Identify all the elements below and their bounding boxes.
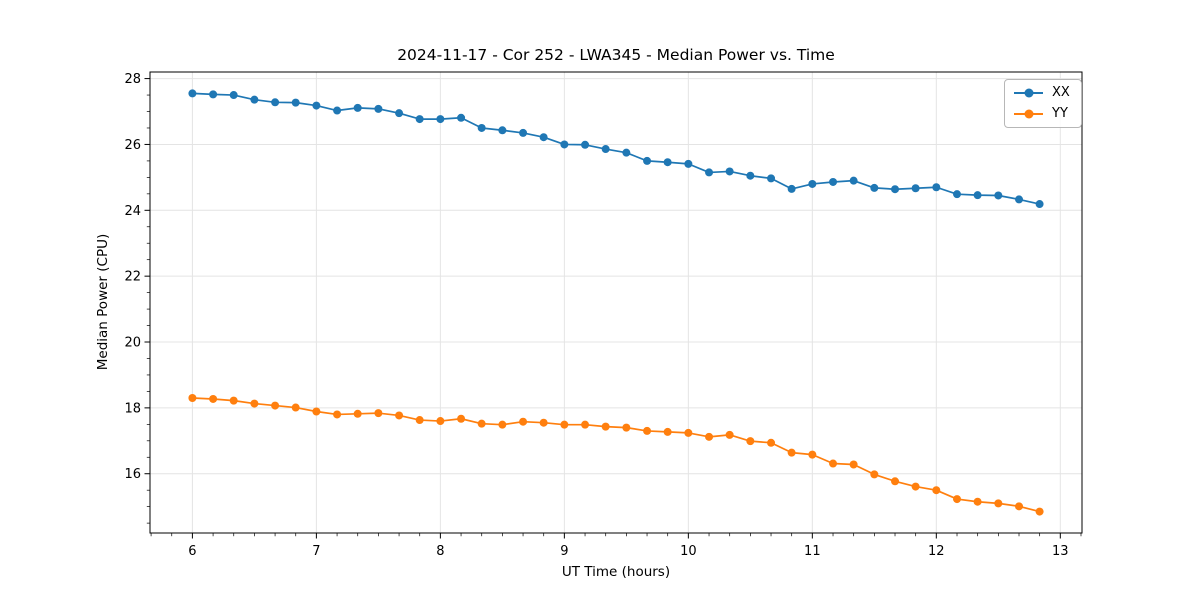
legend-entry-yy: YY <box>1014 106 1070 122</box>
svg-text:6: 6 <box>188 544 196 559</box>
svg-text:26: 26 <box>124 138 141 153</box>
svg-text:20: 20 <box>124 336 141 351</box>
svg-text:28: 28 <box>124 72 141 87</box>
svg-text:22: 22 <box>124 270 141 285</box>
legend-marker-xx-icon <box>1014 88 1043 99</box>
legend-label-xx: XX <box>1052 85 1070 100</box>
legend: XX YY <box>1004 79 1082 128</box>
svg-text:7: 7 <box>312 544 320 559</box>
svg-text:8: 8 <box>436 544 444 559</box>
legend-entry-xx: XX <box>1014 85 1070 101</box>
chart-title: 2024-11-17 - Cor 252 - LWA345 - Median P… <box>397 46 835 64</box>
svg-text:10: 10 <box>680 544 697 559</box>
svg-text:13: 13 <box>1052 544 1069 559</box>
legend-marker-yy-icon <box>1014 109 1043 120</box>
legend-label-yy: YY <box>1052 106 1068 121</box>
svg-text:24: 24 <box>124 204 141 219</box>
svg-text:12: 12 <box>928 544 945 559</box>
x-axis-label: UT Time (hours) <box>561 564 671 580</box>
svg-text:18: 18 <box>124 401 141 416</box>
svg-text:11: 11 <box>804 544 821 559</box>
svg-text:16: 16 <box>124 467 141 482</box>
svg-text:9: 9 <box>560 544 568 559</box>
y-axis-label: Median Power (CPU) <box>95 233 111 371</box>
